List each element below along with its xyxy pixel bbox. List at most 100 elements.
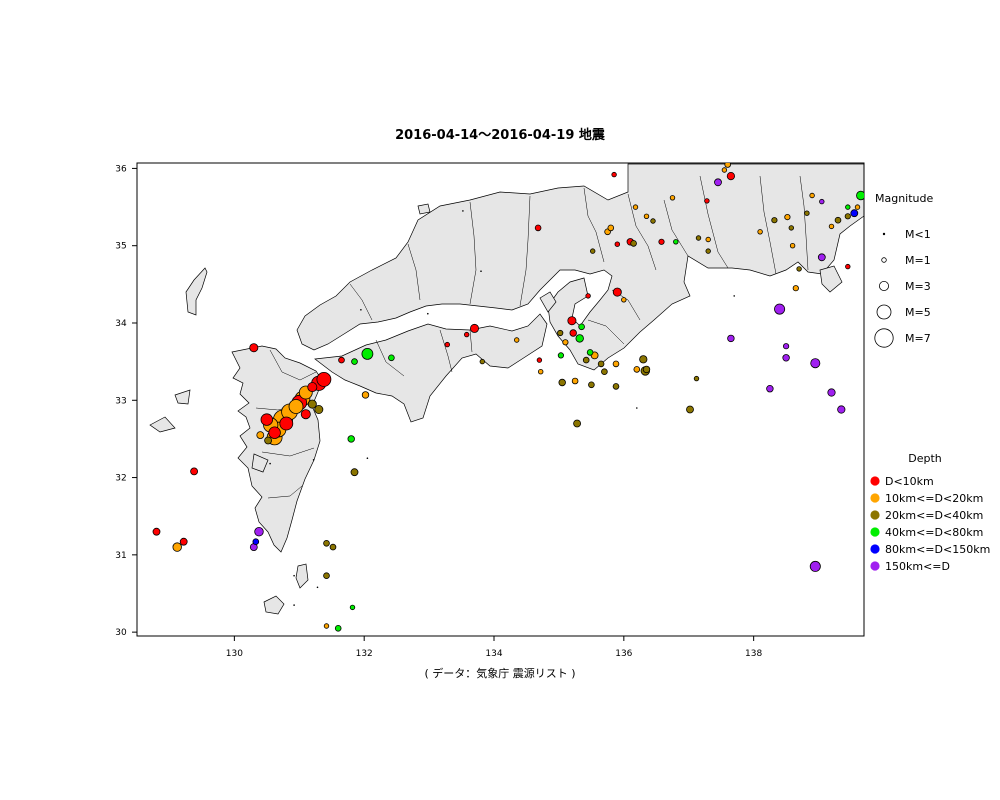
depth-legend-swatch bbox=[870, 493, 880, 503]
earthquake-marker bbox=[804, 210, 810, 216]
earthquake-marker bbox=[792, 285, 799, 292]
earthquake-marker bbox=[612, 287, 622, 297]
earthquake-marker bbox=[338, 356, 345, 364]
magnitude-legend-title: Magnitude bbox=[875, 192, 934, 205]
earthquake-marker bbox=[590, 248, 596, 254]
earthquake-marker bbox=[256, 431, 265, 440]
magnitude-legend-label: M=3 bbox=[905, 280, 931, 293]
earthquake-marker bbox=[621, 297, 627, 303]
earthquake-marker bbox=[578, 323, 585, 331]
earthquake-marker bbox=[612, 383, 620, 390]
magnitude-legend-symbol bbox=[874, 328, 894, 348]
earthquake-marker bbox=[733, 295, 735, 297]
x-tick-label: 132 bbox=[356, 649, 373, 659]
earthquake-marker bbox=[469, 323, 479, 333]
earthquake-marker bbox=[329, 543, 337, 551]
depth-legend-swatch bbox=[870, 527, 880, 537]
earthquake-marker bbox=[597, 360, 605, 368]
depth-legend-swatch bbox=[870, 544, 880, 554]
earthquake-marker bbox=[562, 339, 569, 346]
earthquake-marker bbox=[268, 426, 281, 439]
depth-legend-swatch bbox=[870, 510, 880, 520]
earthquake-marker bbox=[293, 574, 295, 577]
earthquake-marker bbox=[827, 388, 836, 397]
x-tick-label: 138 bbox=[745, 649, 762, 659]
earthquake-marker bbox=[462, 210, 464, 212]
earthquake-marker bbox=[264, 436, 273, 445]
magnitude-legend-label: M=7 bbox=[905, 332, 931, 345]
earthquake-marker bbox=[819, 198, 825, 205]
earthquake-marker bbox=[757, 229, 763, 235]
earthquake-marker bbox=[190, 467, 199, 476]
earthquake-marker bbox=[643, 213, 650, 219]
earthquake-marker bbox=[612, 360, 620, 368]
earthquake-marker bbox=[774, 303, 786, 315]
earthquake-marker bbox=[152, 527, 161, 536]
earthquake-marker bbox=[288, 399, 304, 414]
earthquake-marker bbox=[249, 343, 259, 353]
earthquake-marker bbox=[312, 459, 315, 461]
earthquake-marker bbox=[845, 263, 851, 270]
earthquake-marker bbox=[334, 624, 342, 632]
earthquake-marker bbox=[601, 368, 608, 376]
earthquake-marker bbox=[323, 572, 330, 579]
earthquake-marker bbox=[782, 343, 790, 350]
earthquake-marker bbox=[569, 329, 577, 337]
magnitude-legend-symbol bbox=[881, 257, 887, 263]
earthquake-marker bbox=[567, 316, 577, 326]
x-tick-label: 130 bbox=[226, 649, 243, 659]
x-tick-label: 136 bbox=[615, 649, 632, 659]
earthquake-marker bbox=[789, 242, 796, 249]
earthquake-marker bbox=[854, 204, 861, 210]
earthquake-marker bbox=[705, 248, 711, 254]
earthquake-marker bbox=[642, 365, 651, 374]
earthquake-marker bbox=[817, 253, 826, 262]
earthquake-marker bbox=[611, 171, 617, 178]
earthquake-marker bbox=[279, 416, 294, 431]
depth-legend-label: D<10km bbox=[885, 475, 934, 488]
earthquake-marker bbox=[172, 542, 182, 552]
earthquake-marker bbox=[796, 266, 802, 272]
earthquake-marker bbox=[316, 371, 332, 387]
y-tick-label: 33 bbox=[115, 396, 126, 406]
earthquake-marker bbox=[307, 399, 317, 409]
x-axis: 130 132 134 136 138 bbox=[137, 635, 864, 659]
earthquake-marker bbox=[650, 218, 656, 224]
earthquake-marker bbox=[704, 198, 710, 204]
earthquake-marker bbox=[673, 239, 679, 245]
earthquake-marker bbox=[686, 405, 694, 414]
earthquake-marker bbox=[766, 385, 774, 393]
earthquake-marker bbox=[714, 178, 722, 187]
depth-legend-label: 40km<=D<80km bbox=[885, 526, 983, 539]
y-tick-label: 31 bbox=[115, 551, 126, 561]
earthquake-marker bbox=[582, 356, 590, 364]
magnitude-legend-symbol bbox=[876, 304, 892, 320]
earthquake-marker bbox=[444, 341, 450, 348]
earthquake-marker bbox=[349, 604, 356, 611]
earthquake-marker bbox=[480, 270, 482, 273]
y-tick-label: 32 bbox=[115, 474, 126, 484]
earthquake-markers bbox=[152, 163, 864, 632]
earthquake-marker bbox=[254, 527, 264, 537]
earthquake-marker bbox=[837, 405, 846, 414]
earthquake-marker bbox=[782, 354, 790, 362]
earthquake-marker bbox=[633, 366, 641, 373]
x-tick-label: 134 bbox=[485, 649, 502, 659]
earthquake-marker bbox=[307, 382, 318, 393]
earthquake-marker bbox=[361, 391, 370, 399]
earthquake-marker bbox=[844, 213, 851, 220]
earthquake-marker bbox=[300, 409, 311, 420]
earthquake-marker bbox=[347, 435, 355, 443]
earthquake-marker bbox=[427, 312, 429, 315]
earthquake-marker bbox=[636, 407, 638, 409]
depth-legend-label: 10km<=D<20km bbox=[885, 492, 983, 505]
magnitude-legend-label: M<1 bbox=[905, 228, 931, 241]
earthquake-marker bbox=[360, 309, 362, 311]
earthquake-marker bbox=[536, 357, 543, 363]
earthquake-marker bbox=[784, 214, 791, 221]
earthquake-marker bbox=[726, 172, 736, 181]
earthquake-marker bbox=[834, 216, 842, 224]
earthquake-marker bbox=[361, 347, 374, 360]
y-tick-label: 34 bbox=[115, 319, 127, 329]
